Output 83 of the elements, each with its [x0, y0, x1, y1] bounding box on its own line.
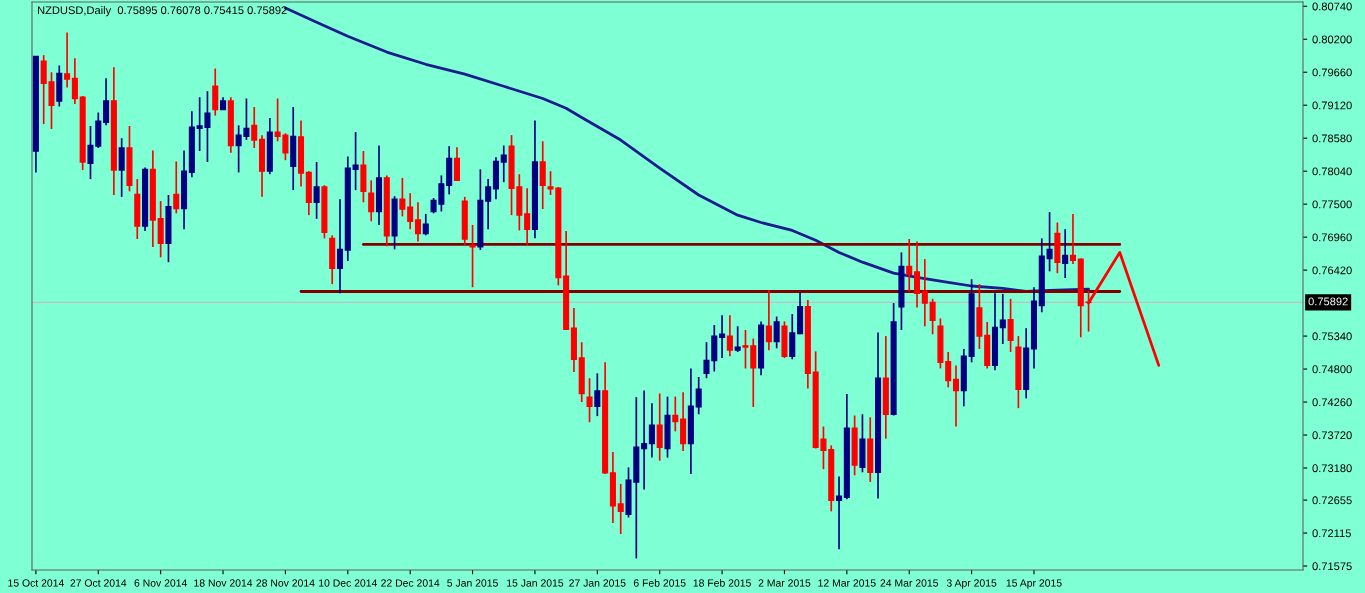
- x-tick-label: 2 Mar 2015: [758, 579, 811, 587]
- y-tick-label: 0.71575: [1312, 562, 1352, 571]
- candlestick: [352, 131, 359, 191]
- x-tick-label: 22 Dec 2014: [381, 579, 440, 587]
- candlestick: [586, 377, 593, 424]
- candlestick: [773, 315, 780, 350]
- candlestick: [765, 289, 772, 351]
- y-tick-label: 0.79120: [1312, 101, 1352, 110]
- y-tick-label: 0.73720: [1312, 431, 1352, 440]
- candlestick: [336, 198, 344, 295]
- x-tick-label: 18 Feb 2015: [693, 579, 751, 587]
- candlestick: [672, 395, 679, 433]
- y-tick-label: 0.74800: [1312, 365, 1352, 374]
- x-tick-label: 27 Jan 2015: [569, 579, 626, 587]
- x-tick-label: 6 Feb 2015: [633, 579, 686, 587]
- x-tick-label: 3 Apr 2015: [946, 579, 997, 589]
- y-tick-label: 0.79660: [1312, 68, 1352, 77]
- x-tick-label: 27 Oct 2014: [70, 579, 127, 587]
- candlestick: [789, 313, 796, 361]
- candlestick: [726, 314, 733, 358]
- candlestick: [313, 161, 320, 220]
- candlestick: [648, 402, 655, 459]
- y-tick-label: 0.76960: [1312, 233, 1352, 242]
- candlestick: [399, 177, 406, 218]
- candlestick: [921, 258, 928, 328]
- ref-line-label: 0.75892: [1308, 297, 1348, 306]
- candlestick: [539, 140, 546, 210]
- candlestick: [999, 293, 1006, 345]
- y-tick-label: 0.80200: [1312, 35, 1352, 44]
- y-tick-label: 0.78040: [1312, 167, 1352, 176]
- candlestick: [945, 351, 952, 389]
- candlestick: [173, 160, 180, 215]
- y-tick-label: 0.76420: [1312, 266, 1352, 275]
- chart-title: NZDUSD,Daily 0.75895 0.76078 0.75415 0.75892: [38, 5, 287, 17]
- y-tick-label: 0.73180: [1312, 464, 1352, 473]
- candlestick: [734, 325, 741, 353]
- candlestick: [524, 187, 531, 246]
- y-tick-label: 0.72115: [1312, 529, 1351, 538]
- x-tick-label: 15 Apr 2015: [1006, 579, 1062, 589]
- candlestick: [64, 31, 71, 89]
- x-tick-label: 15 Oct 2014: [8, 579, 64, 587]
- candlestick: [641, 389, 648, 491]
- y-tick-label: 0.80740: [1312, 2, 1352, 11]
- candlestick: [500, 144, 507, 184]
- x-tick-label: 28 Nov 2014: [256, 579, 315, 587]
- candlestick: [929, 297, 936, 336]
- x-tick-label: 5 Jan 2015: [447, 579, 498, 587]
- candlestick: [414, 201, 422, 243]
- x-tick-label: 24 Mar 2015: [880, 579, 939, 587]
- candlestick: [617, 483, 624, 535]
- candlestick: [952, 364, 960, 428]
- candlestick: [906, 238, 913, 293]
- candlestick: [368, 179, 375, 223]
- candlestick: [118, 137, 125, 198]
- candlestick: [453, 146, 461, 182]
- candlestick: [594, 372, 601, 417]
- candlestick: [1046, 211, 1053, 273]
- y-tick-label: 0.74260: [1312, 398, 1352, 407]
- candlestick: [407, 192, 414, 231]
- candlestick: [212, 67, 219, 117]
- y-tick-label: 0.75340: [1312, 332, 1352, 341]
- candlestick: [1007, 297, 1014, 353]
- candlestick: [422, 213, 429, 237]
- candlestick: [1062, 228, 1069, 279]
- candlestick: [836, 475, 843, 551]
- candlestick: [71, 57, 78, 105]
- candlestick: [251, 106, 258, 149]
- candlestick: [719, 314, 726, 359]
- candlestick: [695, 376, 702, 416]
- candlestick: [469, 224, 476, 289]
- candlestick: [913, 240, 921, 309]
- candlestick: [1069, 213, 1077, 265]
- y-tick-label: 0.77500: [1312, 200, 1352, 209]
- candlestick: [656, 392, 663, 462]
- x-tick-label: 18 Nov 2014: [194, 579, 253, 587]
- y-tick-label: 0.72655: [1312, 496, 1352, 505]
- y-tick-label: 0.78580: [1312, 134, 1352, 143]
- x-tick-label: 12 Mar 2015: [818, 579, 876, 587]
- x-tick-label: 6 Nov 2014: [134, 579, 187, 587]
- x-tick-label: 10 Dec 2014: [319, 579, 378, 587]
- x-tick-label: 15 Jan 2015: [507, 579, 564, 587]
- candlestick: [103, 77, 110, 127]
- candlestick: [485, 178, 492, 231]
